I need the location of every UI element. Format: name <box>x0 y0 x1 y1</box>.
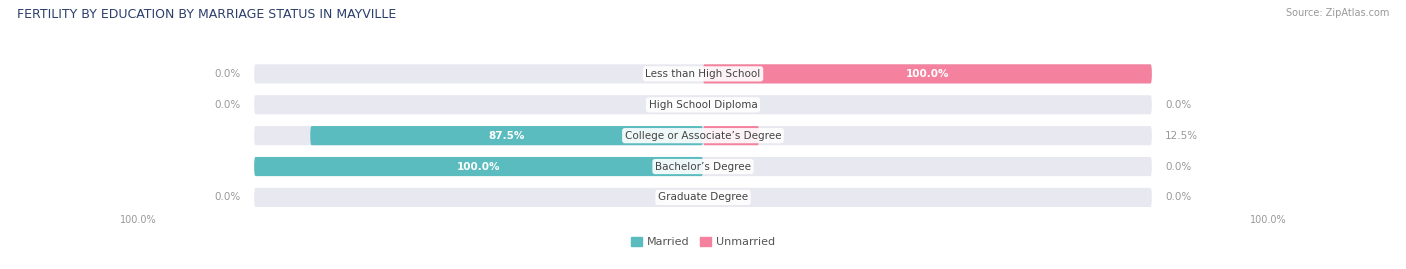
Text: 100.0%: 100.0% <box>457 161 501 172</box>
Text: 0.0%: 0.0% <box>1166 161 1191 172</box>
Text: 0.0%: 0.0% <box>215 100 240 110</box>
Text: Bachelor’s Degree: Bachelor’s Degree <box>655 161 751 172</box>
Text: 12.5%: 12.5% <box>1166 131 1198 141</box>
Text: 100.0%: 100.0% <box>120 215 156 225</box>
FancyBboxPatch shape <box>254 157 1152 176</box>
FancyBboxPatch shape <box>703 64 1152 83</box>
Text: Less than High School: Less than High School <box>645 69 761 79</box>
FancyBboxPatch shape <box>311 126 703 145</box>
Text: Graduate Degree: Graduate Degree <box>658 192 748 202</box>
Text: 100.0%: 100.0% <box>905 69 949 79</box>
Text: 0.0%: 0.0% <box>1166 192 1191 202</box>
Text: 0.0%: 0.0% <box>215 69 240 79</box>
Text: Source: ZipAtlas.com: Source: ZipAtlas.com <box>1285 8 1389 18</box>
Text: 0.0%: 0.0% <box>1166 100 1191 110</box>
FancyBboxPatch shape <box>254 95 1152 114</box>
Text: 87.5%: 87.5% <box>488 131 524 141</box>
FancyBboxPatch shape <box>254 64 1152 83</box>
Legend: Married, Unmarried: Married, Unmarried <box>627 232 779 252</box>
FancyBboxPatch shape <box>254 188 1152 207</box>
Text: 100.0%: 100.0% <box>1250 215 1286 225</box>
FancyBboxPatch shape <box>703 126 759 145</box>
Text: High School Diploma: High School Diploma <box>648 100 758 110</box>
FancyBboxPatch shape <box>254 126 1152 145</box>
Text: College or Associate’s Degree: College or Associate’s Degree <box>624 131 782 141</box>
FancyBboxPatch shape <box>254 157 703 176</box>
Text: FERTILITY BY EDUCATION BY MARRIAGE STATUS IN MAYVILLE: FERTILITY BY EDUCATION BY MARRIAGE STATU… <box>17 8 396 21</box>
Text: 0.0%: 0.0% <box>215 192 240 202</box>
